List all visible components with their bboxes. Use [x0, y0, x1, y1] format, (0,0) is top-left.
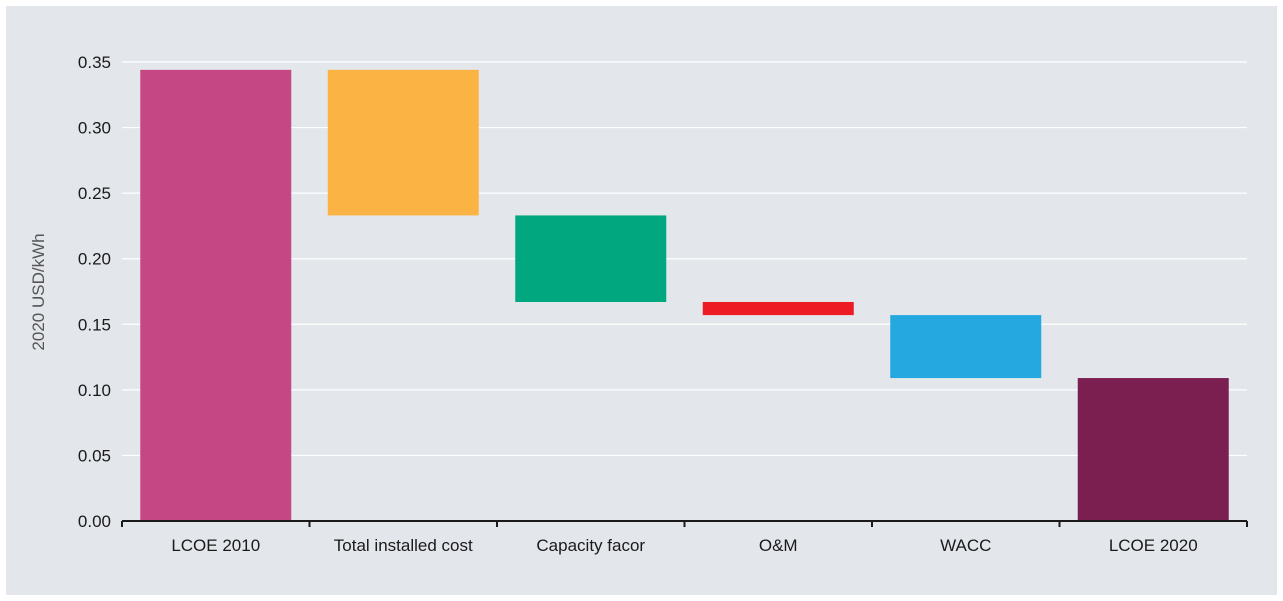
x-tick-label: Total installed cost: [334, 536, 473, 555]
bars: [140, 69, 1229, 522]
y-tick-label: 0.00: [78, 512, 111, 531]
y-tick-label: 0.10: [78, 381, 111, 400]
x-tick-label: Capacity facor: [536, 536, 645, 555]
bar-wacc: [890, 315, 1042, 379]
x-tick-label: LCOE 2010: [171, 536, 260, 555]
y-axis-title: 2020 USD/kWh: [29, 233, 48, 350]
x-tick-label: LCOE 2020: [1109, 536, 1198, 555]
x-tick-labels: LCOE 2010 Total installed cost Capacity fa…: [171, 536, 1197, 555]
x-axis: [121, 520, 1248, 527]
y-tick-label: 0.25: [78, 184, 111, 203]
bar-lcoe-2010: [140, 69, 292, 522]
y-tick-label: 0.30: [78, 119, 111, 138]
y-tick-label: 0.20: [78, 250, 111, 269]
y-tick-labels: 0.00 0.05 0.10 0.15 0.20 0.25 0.30 0.35: [78, 53, 111, 531]
bar-total-installed-cost: [327, 69, 479, 216]
gridlines: [122, 61, 1247, 457]
bar-lcoe-2020: [1077, 378, 1229, 521]
bar-capacity-facor: [515, 215, 667, 302]
x-tick-label: WACC: [940, 536, 991, 555]
x-tick-label: O&M: [759, 536, 798, 555]
bar-o-m: [702, 301, 854, 316]
y-tick-label: 0.15: [78, 315, 111, 334]
y-tick-label: 0.05: [78, 446, 111, 465]
y-tick-label: 0.35: [78, 53, 111, 72]
